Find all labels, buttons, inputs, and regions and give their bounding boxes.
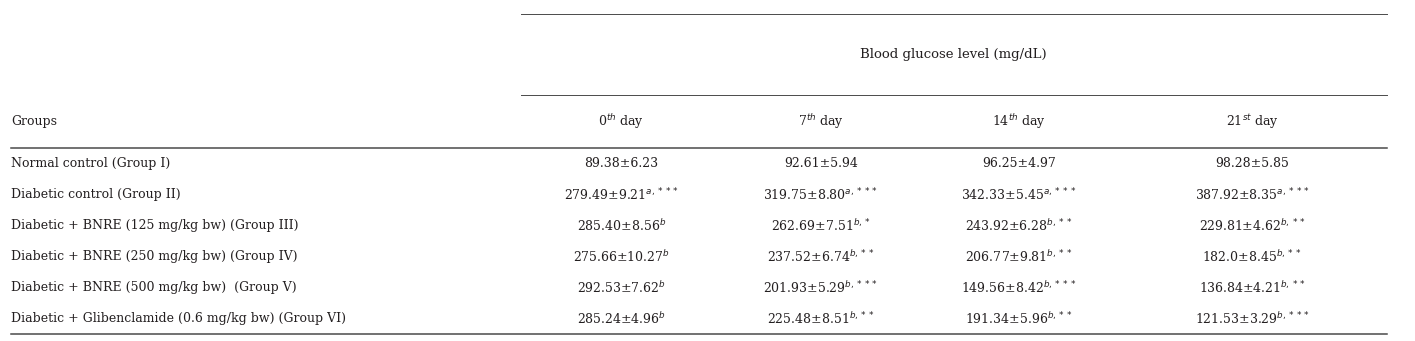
Text: 237.52±6.74$^{b,**}$: 237.52±6.74$^{b,**}$ <box>767 249 874 265</box>
Text: 0$^{th}$ day: 0$^{th}$ day <box>599 113 644 131</box>
Text: 243.92±6.28$^{b,**}$: 243.92±6.28$^{b,**}$ <box>965 218 1073 234</box>
Text: Diabetic control (Group II): Diabetic control (Group II) <box>11 188 181 201</box>
Text: 14$^{th}$ day: 14$^{th}$ day <box>992 113 1046 131</box>
Text: 387.92±8.35$^{a,***}$: 387.92±8.35$^{a,***}$ <box>1194 187 1310 203</box>
Text: 21$^{st}$ day: 21$^{st}$ day <box>1225 113 1279 131</box>
Text: 136.84±4.21$^{b,**}$: 136.84±4.21$^{b,**}$ <box>1199 280 1306 296</box>
Text: 182.0±8.45$^{b,**}$: 182.0±8.45$^{b,**}$ <box>1203 249 1302 265</box>
Text: 7$^{th}$ day: 7$^{th}$ day <box>798 113 843 131</box>
Text: 319.75±8.80$^{a,***}$: 319.75±8.80$^{a,***}$ <box>763 187 879 203</box>
Text: 149.56±8.42$^{b,***}$: 149.56±8.42$^{b,***}$ <box>961 280 1077 296</box>
Text: 98.28±5.85: 98.28±5.85 <box>1215 157 1289 170</box>
Text: 279.49±9.21$^{a,***}$: 279.49±9.21$^{a,***}$ <box>563 187 679 203</box>
Text: 206.77±9.81$^{b,**}$: 206.77±9.81$^{b,**}$ <box>965 249 1073 265</box>
Text: 121.53±3.29$^{b,***}$: 121.53±3.29$^{b,***}$ <box>1194 311 1310 327</box>
Text: Diabetic + Glibenclamide (0.6 mg/kg bw) (Group VI): Diabetic + Glibenclamide (0.6 mg/kg bw) … <box>11 312 347 325</box>
Text: 275.66±10.27$^{b}$: 275.66±10.27$^{b}$ <box>573 249 669 265</box>
Text: 89.38±6.23: 89.38±6.23 <box>584 157 658 170</box>
Text: Diabetic + BNRE (500 mg/kg bw)  (Group V): Diabetic + BNRE (500 mg/kg bw) (Group V) <box>11 281 297 294</box>
Text: 191.34±5.96$^{b,**}$: 191.34±5.96$^{b,**}$ <box>965 311 1073 327</box>
Text: Normal control (Group I): Normal control (Group I) <box>11 157 171 170</box>
Text: 285.24±4.96$^{b}$: 285.24±4.96$^{b}$ <box>577 311 665 327</box>
Text: 201.93±5.29$^{b,***}$: 201.93±5.29$^{b,***}$ <box>763 280 879 296</box>
Text: Groups: Groups <box>11 115 58 129</box>
Text: Blood glucose level (mg/dL): Blood glucose level (mg/dL) <box>860 48 1047 61</box>
Text: Diabetic + BNRE (125 mg/kg bw) (Group III): Diabetic + BNRE (125 mg/kg bw) (Group II… <box>11 219 299 232</box>
Text: 292.53±7.62$^{b}$: 292.53±7.62$^{b}$ <box>577 280 665 296</box>
Text: 96.25±4.97: 96.25±4.97 <box>982 157 1056 170</box>
Text: 225.48±8.51$^{b,**}$: 225.48±8.51$^{b,**}$ <box>767 311 874 327</box>
Text: 262.69±7.51$^{b,*}$: 262.69±7.51$^{b,*}$ <box>771 218 870 234</box>
Text: Diabetic + BNRE (250 mg/kg bw) (Group IV): Diabetic + BNRE (250 mg/kg bw) (Group IV… <box>11 250 297 263</box>
Text: 342.33±5.45$^{a,***}$: 342.33±5.45$^{a,***}$ <box>961 187 1077 203</box>
Text: 285.40±8.56$^{b}$: 285.40±8.56$^{b}$ <box>576 218 666 234</box>
Text: 92.61±5.94: 92.61±5.94 <box>784 157 857 170</box>
Text: 229.81±4.62$^{b,**}$: 229.81±4.62$^{b,**}$ <box>1199 218 1306 234</box>
